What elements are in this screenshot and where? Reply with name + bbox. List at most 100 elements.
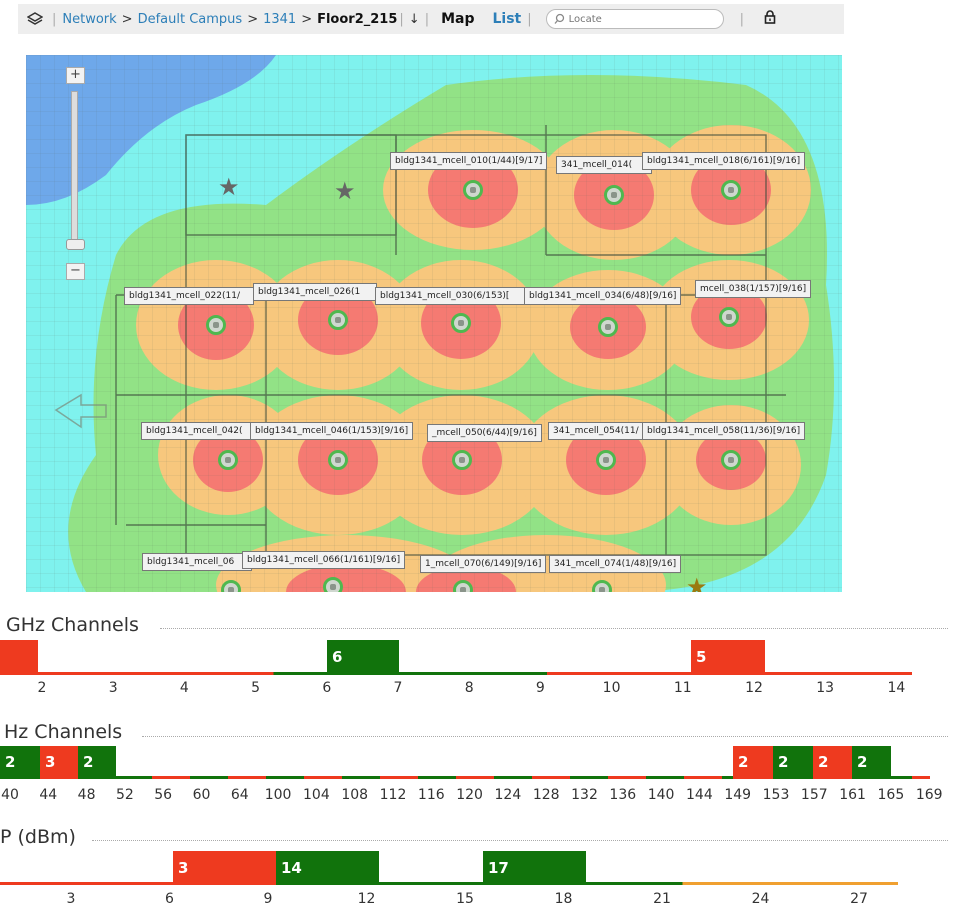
channel-axis-24ghz <box>0 672 912 675</box>
axis-tick-label: 12 <box>745 680 763 696</box>
locate-search-box[interactable] <box>545 9 724 29</box>
access-point-label[interactable]: bldg1341_mcell_034(6/48)[9/16] <box>524 287 682 305</box>
channel-bar[interactable]: 3 <box>40 746 78 779</box>
layers-icon[interactable] <box>24 12 46 26</box>
access-point-icon[interactable] <box>206 315 226 335</box>
access-point-icon[interactable] <box>451 313 471 333</box>
access-point-icon[interactable] <box>323 577 343 592</box>
access-point-label[interactable]: bldg1341_mcell_018(6/161)[9/16] <box>642 152 806 170</box>
channel-bar[interactable]: 5 <box>691 640 765 674</box>
axis-tick-label: 3 <box>108 680 118 696</box>
access-point-icon[interactable] <box>592 580 612 592</box>
separator: | <box>52 11 57 27</box>
access-point-icon[interactable] <box>719 307 739 327</box>
access-point-label[interactable]: _mcell_050(6/44)[9/16] <box>427 424 542 442</box>
star-marker-icon[interactable]: ★ <box>334 177 356 205</box>
floorplan-heatmap[interactable]: + − ★ ★ ★ bldg1341_mcell_010(1/44)[9/17]… <box>26 55 842 592</box>
breadcrumb-building[interactable]: 1341 <box>263 11 297 27</box>
zoom-in-button[interactable]: + <box>66 67 85 84</box>
zoom-out-button[interactable]: − <box>66 263 85 280</box>
separator: | <box>399 11 404 27</box>
axis-tick-label: 56 <box>154 787 173 803</box>
heatmap-canvas <box>26 55 842 592</box>
locate-input[interactable] <box>566 12 711 26</box>
access-point-label[interactable]: 341_mcell_074(1/48)[9/16] <box>549 555 682 573</box>
access-point-label[interactable]: bldg1341_mcell_06 <box>142 553 252 571</box>
zoom-slider-handle[interactable] <box>66 239 85 250</box>
axis-tick-label: 128 <box>532 787 560 803</box>
download-icon[interactable]: ↓ <box>408 11 420 27</box>
access-point-icon[interactable] <box>328 310 348 330</box>
access-point-label[interactable]: mcell_038(1/157)[9/16] <box>695 280 812 298</box>
axis-tick-label: 6 <box>322 680 332 696</box>
channel-axis-5ghz <box>0 776 930 779</box>
access-point-label[interactable]: 1_mcell_070(6/149)[9/16] <box>420 555 547 573</box>
axis-tick-label: 6 <box>165 891 174 907</box>
axis-tick-label: 7 <box>393 680 403 696</box>
channel-bar[interactable]: 2 <box>733 746 773 779</box>
channel-bar[interactable] <box>0 640 38 674</box>
channel-bar[interactable]: 2 <box>78 746 116 779</box>
axis-tick-label: 144 <box>686 787 713 803</box>
channel-bar[interactable]: 2 <box>813 746 852 779</box>
access-point-label[interactable]: bldg1341_mcell_030(6/153)[ <box>375 287 529 305</box>
access-point-label[interactable]: 341_mcell_054(11/ <box>548 422 662 440</box>
breadcrumb-campus[interactable]: Default Campus <box>137 11 243 27</box>
access-point-icon[interactable] <box>452 450 472 470</box>
axis-tick-label: 9 <box>263 891 273 907</box>
axis-tick-label: 60 <box>192 787 211 803</box>
power-bar[interactable]: 17 <box>483 851 586 885</box>
map-toolbar: | Network > Default Campus > 1341 > Floo… <box>18 4 844 34</box>
access-point-label[interactable]: bldg1341_mcell_042( <box>141 422 259 440</box>
axis-tick-label: 3 <box>66 891 76 907</box>
section-divider <box>160 628 948 629</box>
axis-tick-label: 15 <box>456 891 474 907</box>
channel-bar[interactable]: 6 <box>327 640 399 674</box>
map-view-button[interactable]: Map <box>441 11 475 27</box>
access-point-label[interactable]: bldg1341_mcell_010(1/44)[9/17] <box>390 152 548 170</box>
channel-bar[interactable]: 2 <box>773 746 813 779</box>
access-point-icon[interactable] <box>721 450 741 470</box>
channel-bar[interactable]: 2 <box>0 746 40 779</box>
separator: | <box>424 11 430 27</box>
axis-tick-label: 149 <box>724 787 752 803</box>
access-point-label[interactable]: 341_mcell_014( <box>556 156 652 174</box>
access-point-label[interactable]: bldg1341_mcell_066(1/161)[9/16] <box>242 551 406 569</box>
access-point-icon[interactable] <box>328 450 348 470</box>
axis-tick-label: 108 <box>341 787 369 803</box>
access-point-label[interactable]: bldg1341_mcell_046(1/153)[9/16] <box>250 422 414 440</box>
axis-tick-label: 13 <box>816 680 835 696</box>
access-point-icon[interactable] <box>598 317 618 337</box>
access-point-label[interactable]: bldg1341_mcell_058(11/36)[9/16] <box>642 422 806 440</box>
power-bar[interactable]: 3 <box>173 851 276 885</box>
access-point-icon[interactable] <box>453 580 473 592</box>
axis-tick-label: 169 <box>915 787 943 803</box>
separator: | <box>527 11 532 27</box>
axis-tick-label: 9 <box>535 680 545 696</box>
axis-tick-label: 48 <box>77 787 96 803</box>
access-point-label[interactable]: bldg1341_mcell_022(11/ <box>124 287 254 305</box>
star-marker-icon[interactable]: ★ <box>218 173 240 201</box>
axis-tick-label: 64 <box>230 787 249 803</box>
access-point-icon[interactable] <box>721 180 741 200</box>
axis-tick-label: 112 <box>379 787 407 803</box>
access-point-icon[interactable] <box>463 180 483 200</box>
access-point-icon[interactable] <box>221 580 241 592</box>
access-point-icon[interactable] <box>604 185 624 205</box>
axis-tick-label: 140 <box>647 787 675 803</box>
channel-bar[interactable]: 2 <box>852 746 891 779</box>
access-point-label[interactable]: bldg1341_mcell_026(1 <box>253 283 377 301</box>
breadcrumb-network[interactable]: Network <box>62 11 117 27</box>
access-point-icon[interactable] <box>218 450 238 470</box>
section-title-24ghz: GHz Channels <box>6 614 139 636</box>
axis-tick-label: 10 <box>602 680 621 696</box>
axis-tick-label: 100 <box>264 787 292 803</box>
power-bar[interactable]: 14 <box>276 851 379 885</box>
star-marker-icon[interactable]: ★ <box>686 573 708 592</box>
access-point-icon[interactable] <box>596 450 616 470</box>
lock-icon[interactable] <box>764 10 776 28</box>
zoom-slider-track[interactable] <box>71 91 78 243</box>
axis-tick-label: 11 <box>673 680 692 696</box>
list-view-button[interactable]: List <box>492 11 522 27</box>
axis-tick-label: 153 <box>762 787 790 803</box>
